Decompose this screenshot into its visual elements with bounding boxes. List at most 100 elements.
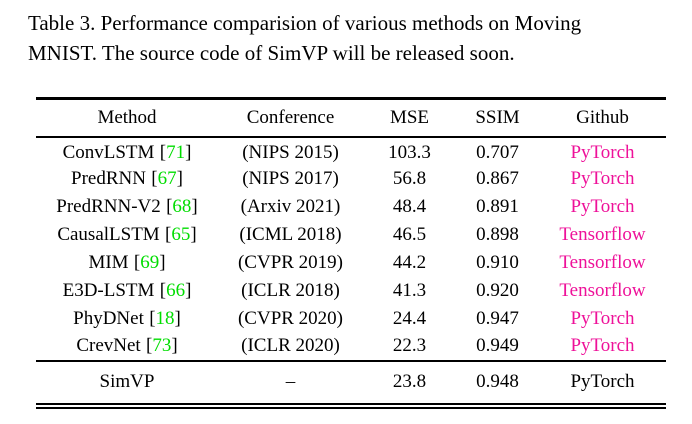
ssim-cell: 0.891: [476, 195, 519, 217]
table-row: PredRNN-V2 [68] (Arxiv 2021) 48.4 0.891 PyTor…: [36, 193, 666, 221]
header-row: Method Conference MSE SSIM Github: [36, 99, 666, 137]
method-cell: CrevNet [73]: [36, 333, 218, 361]
github-cell: PyTorch: [570, 371, 635, 392]
github-repo-link[interactable]: PyTorch: [570, 335, 635, 356]
ssim-cell: 0.948: [476, 371, 519, 392]
caption-line-1: Table 3. Performance comparision of vari…: [28, 11, 582, 35]
citation-link[interactable]: 71: [166, 142, 186, 163]
ssim-cell: 0.898: [476, 223, 519, 245]
conference-cell: (NIPS 2017): [242, 167, 339, 189]
citation-link[interactable]: 65: [171, 223, 191, 245]
method-name: ConvLSTM: [62, 142, 155, 163]
method-cell: E3D-LSTM [66]: [36, 277, 218, 305]
ssim-cell: 0.910: [476, 251, 519, 273]
header-mse: MSE: [389, 106, 430, 128]
github-cell: PyTorch: [539, 305, 666, 333]
header-ssim: SSIM: [475, 106, 520, 128]
github-cell: Tensorflow: [539, 221, 666, 249]
citation-bracket-open: [: [133, 251, 141, 273]
conference-cell: (ICML 2018): [239, 223, 342, 245]
citation-bracket-close: ]: [190, 223, 197, 245]
github-repo-link[interactable]: PyTorch: [570, 167, 635, 189]
citation-bracket-close: ]: [185, 279, 192, 301]
method-name: MIM: [88, 251, 129, 273]
citation-link[interactable]: 73: [152, 335, 172, 356]
citation-link[interactable]: 69: [140, 251, 160, 273]
header-github: Github: [576, 106, 629, 128]
method-name: PredRNN-V2: [56, 195, 161, 217]
citation-bracket-open: [: [151, 167, 158, 189]
citation-bracket-close: ]: [159, 251, 166, 273]
method-name: CrevNet: [76, 335, 141, 356]
ssim-cell: 0.707: [476, 142, 519, 163]
citation-bracket-open: [: [165, 223, 172, 245]
citation-link[interactable]: 66: [166, 279, 186, 301]
citation-bracket-close: ]: [176, 167, 183, 189]
citation-bracket-open: [: [149, 307, 156, 329]
header-method: Method: [97, 106, 157, 128]
mse-cell: 24.4: [392, 307, 427, 329]
citation-bracket-close: ]: [171, 335, 178, 356]
table-body: ConvLSTM [71] (NIPS 2015) 103.3 0.707 PyTorch…: [36, 137, 666, 361]
table-row: PredRNN [67] (NIPS 2017) 56.8 0.867 PyTorch: [36, 165, 666, 193]
citation-bracket-close: ]: [191, 195, 198, 217]
header-conference: Conference: [246, 106, 335, 128]
conference-cell: (NIPS 2015): [242, 142, 339, 163]
method-cell: SimVP: [99, 371, 155, 392]
results-table: Method Conference MSE SSIM Github ConvLS…: [36, 97, 666, 409]
mse-cell: 48.4: [392, 195, 427, 217]
github-cell: PyTorch: [539, 165, 666, 193]
citation-link[interactable]: 67: [157, 167, 177, 189]
table-row: ConvLSTM [71] (NIPS 2015) 103.3 0.707 PyTorch: [36, 137, 666, 165]
github-cell: Tensorflow: [539, 277, 666, 305]
method-cell: CausalLSTM [65]: [36, 221, 218, 249]
citation-bracket-open: [: [146, 335, 153, 356]
github-repo-link[interactable]: PyTorch: [570, 142, 635, 163]
github-repo-link[interactable]: PyTorch: [570, 307, 635, 329]
method-cell: ConvLSTM [71]: [36, 137, 218, 165]
conference-cell: (Arxiv 2021): [240, 195, 341, 217]
github-repo-link[interactable]: Tensorflow: [559, 251, 646, 273]
github-repo-link[interactable]: PyTorch: [570, 195, 635, 217]
method-name: CausalLSTM: [57, 223, 160, 245]
github-cell: Tensorflow: [539, 249, 666, 277]
github-repo-link[interactable]: Tensorflow: [559, 279, 646, 301]
citation-bracket-open: [: [159, 279, 167, 301]
mse-cell: 46.5: [392, 223, 427, 245]
citation-link[interactable]: 18: [155, 307, 175, 329]
table-row-simvp: SimVP – 23.8 0.948 PyTorch: [36, 361, 666, 406]
table-row: CausalLSTM [65] (ICML 2018) 46.5 0.898 Tensor…: [36, 221, 666, 249]
mse-cell: 56.8: [392, 167, 427, 189]
table-row: CrevNet [73] (ICLR 2020) 22.3 0.949 PyTorch: [36, 333, 666, 361]
table-row: PhyDNet [18] (CVPR 2020) 24.4 0.947 PyTorch: [36, 305, 666, 333]
method-cell: PredRNN [67]: [36, 165, 218, 193]
ssim-cell: 0.949: [476, 335, 519, 356]
citation-bracket-close: ]: [174, 307, 181, 329]
github-cell: PyTorch: [539, 193, 666, 221]
ssim-cell: 0.920: [476, 279, 519, 301]
mse-cell: 44.2: [392, 251, 427, 273]
conference-cell: (ICLR 2020): [241, 335, 340, 356]
method-name: PhyDNet: [73, 307, 144, 329]
citation-bracket-open: [: [166, 195, 173, 217]
method-cell: PhyDNet [18]: [36, 305, 218, 333]
citation-bracket-close: ]: [185, 142, 192, 163]
github-cell: PyTorch: [539, 137, 666, 165]
citation-bracket-open: [: [159, 142, 167, 163]
conference-cell: (CVPR 2020): [237, 307, 344, 329]
table-row: E3D-LSTM [66] (ICLR 2018) 41.3 0.920 Tensorfl…: [36, 277, 666, 305]
method-name: PredRNN: [71, 167, 146, 189]
mse-cell: 22.3: [392, 335, 427, 356]
ssim-cell: 0.947: [476, 307, 519, 329]
table-caption: Table 3. Performance comparision of vari…: [28, 8, 692, 68]
conference-cell: (ICLR 2018): [241, 279, 340, 301]
citation-link[interactable]: 68: [172, 195, 192, 217]
method-name: E3D-LSTM: [62, 279, 155, 301]
mse-cell: 23.8: [392, 371, 427, 392]
conference-cell: –: [285, 371, 296, 392]
conference-cell: (CVPR 2019): [237, 251, 344, 273]
github-repo-link[interactable]: Tensorflow: [559, 223, 646, 245]
mse-cell: 41.3: [392, 279, 427, 301]
caption-line-2: MNIST. The source code of SimVP will be …: [28, 41, 515, 65]
table-header: Method Conference MSE SSIM Github: [36, 99, 666, 137]
